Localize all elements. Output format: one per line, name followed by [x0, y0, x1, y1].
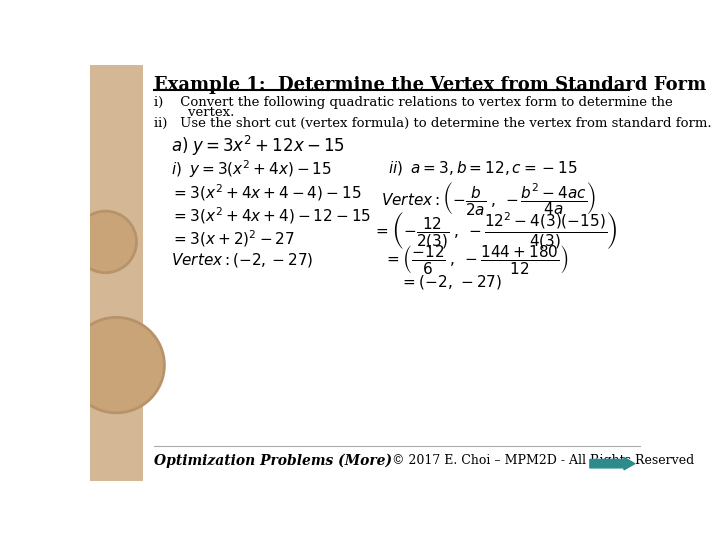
Text: $ii)\;\; a=3, b=12, c=-15$: $ii)\;\; a=3, b=12, c=-15$	[388, 159, 578, 177]
Text: $i)\;\; y = 3\left(x^2 + 4x\right) - 15$: $i)\;\; y = 3\left(x^2 + 4x\right) - 15$	[171, 159, 333, 180]
Text: $a)\;  y = 3x^2 + 12x - 15$: $a)\; y = 3x^2 + 12x - 15$	[171, 134, 346, 158]
Text: $= 3\left(x^2 + 4x + 4 - 4\right) - 15$: $= 3\left(x^2 + 4x + 4 - 4\right) - 15$	[171, 182, 361, 202]
Text: $=\left(-\dfrac{12}{2(3)}\;,\;-\dfrac{12^2-4(3)(-15)}{4(3)}\right)$: $=\left(-\dfrac{12}{2(3)}\;,\;-\dfrac{12…	[373, 211, 618, 252]
Text: Example 1:  Determine the Vertex from Standard Form: Example 1: Determine the Vertex from Sta…	[154, 76, 706, 94]
Text: $=\left(\dfrac{-12}{6}\;,\;-\dfrac{144+180}{12}\right)$: $=\left(\dfrac{-12}{6}\;,\;-\dfrac{144+1…	[384, 244, 569, 276]
Text: $\mathit{Vertex} : \left(-2, -27\right)$: $\mathit{Vertex} : \left(-2, -27\right)$	[171, 251, 314, 269]
Text: $= \left(-2,\,-27\right)$: $= \left(-2,\,-27\right)$	[400, 273, 502, 291]
Text: $= 3\left(x^2 + 4x + 4\right) - 12 - 15$: $= 3\left(x^2 + 4x + 4\right) - 12 - 15$	[171, 205, 372, 226]
Text: i)    Convert the following quadratic relations to vertex form to determine the: i) Convert the following quadratic relat…	[154, 96, 673, 109]
Text: © 2017 E. Choi – MPM2D - All Rights Reserved: © 2017 E. Choi – MPM2D - All Rights Rese…	[392, 454, 695, 467]
Circle shape	[68, 318, 164, 413]
Text: $= 3\left(x + 2\right)^2 - 27$: $= 3\left(x + 2\right)^2 - 27$	[171, 228, 295, 249]
Text: vertex.: vertex.	[154, 106, 235, 119]
Bar	[90, 65, 143, 481]
Circle shape	[74, 211, 137, 273]
Text: ii)   Use the short cut (vertex formula) to determine the vertex from standard f: ii) Use the short cut (vertex formula) t…	[154, 117, 712, 130]
Text: $\mathit{Vertex}:\left(-\dfrac{b}{2a}\;,\;-\dfrac{b^2-4ac}{4a}\right)$: $\mathit{Vertex}:\left(-\dfrac{b}{2a}\;,…	[381, 180, 596, 217]
FancyArrow shape	[590, 457, 635, 470]
Text: Optimization Problems (More): Optimization Problems (More)	[154, 454, 392, 468]
